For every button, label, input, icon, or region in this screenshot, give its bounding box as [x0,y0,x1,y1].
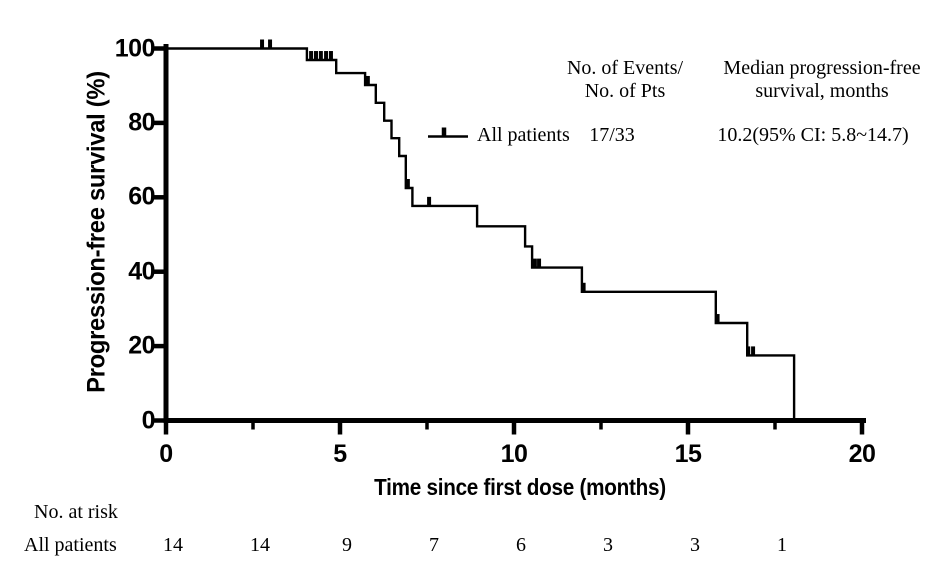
x-tick-label: 20 [848,440,876,468]
risk-count-value: 14 [250,534,270,556]
x-tick-label: 0 [159,440,173,468]
legend-series-label: All patients [477,124,570,146]
risk-row-label: All patients [24,534,117,556]
legend-header-median: Median progression-free survival, months [723,57,920,103]
legend-header-events-line1: No. of Events/ [566,57,684,79]
legend-header-events-line2: No. of Pts [584,80,666,102]
x-tick-label: 10 [500,440,528,468]
risk-count-value: 7 [429,534,439,556]
x-tick-label: 5 [333,440,347,468]
y-tick-label: 60 [128,182,155,211]
y-tick-label: 80 [128,108,155,137]
legend-events-value: 17/33 [589,124,635,146]
y-tick-label: 40 [128,257,155,286]
x-tick-label: 15 [674,440,702,468]
legend-header-events: No. of Events/ No. of Pts [567,57,683,103]
risk-count-value: 3 [603,534,613,556]
risk-count-value: 14 [163,534,183,556]
legend-header-median-line2: survival, months [755,80,889,102]
x-axis-title: Time since first dose (months) [374,474,666,500]
risk-count-value: 9 [342,534,352,556]
legend-header-median-line1: Median progression-free [723,57,921,79]
survival-curve [166,47,796,421]
y-axis-title: Progression-free survival (%) [82,71,111,393]
y-tick-label: 0 [141,406,156,434]
risk-count-value: 3 [690,534,700,556]
y-tick-label: 20 [128,331,155,360]
risk-count-value: 1 [777,534,787,556]
risk-table-title: No. at risk [34,501,118,523]
y-tick-label: 100 [114,34,156,62]
legend-median-value: 10.2(95% CI: 5.8~14.7) [717,124,909,146]
risk-count-value: 6 [516,534,526,556]
